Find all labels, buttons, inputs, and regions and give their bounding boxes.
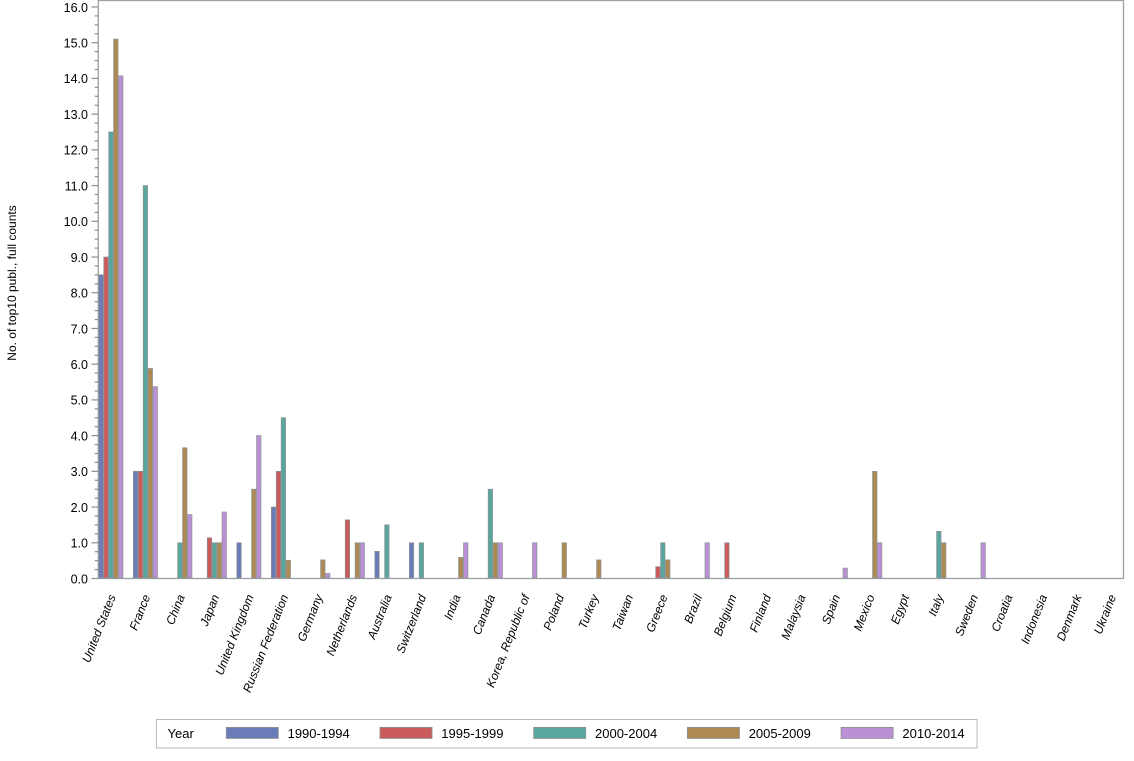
svg-text:1990-1994: 1990-1994	[288, 726, 350, 741]
svg-text:16.0: 16.0	[64, 1, 88, 15]
svg-text:2000-2004: 2000-2004	[595, 726, 657, 741]
svg-text:6.0: 6.0	[71, 358, 88, 372]
svg-text:14.0: 14.0	[64, 72, 88, 86]
svg-text:7.0: 7.0	[71, 322, 88, 336]
svg-text:0.0: 0.0	[71, 572, 88, 586]
svg-text:4.0: 4.0	[71, 429, 88, 443]
svg-text:3.0: 3.0	[71, 465, 88, 479]
svg-text:2010-2014: 2010-2014	[902, 726, 964, 741]
svg-text:9.0: 9.0	[71, 251, 88, 265]
svg-text:1995-1999: 1995-1999	[441, 726, 503, 741]
svg-text:13.0: 13.0	[64, 108, 88, 122]
svg-text:10.0: 10.0	[64, 215, 88, 229]
svg-text:2.0: 2.0	[71, 501, 88, 515]
svg-text:12.0: 12.0	[64, 144, 88, 158]
svg-text:1.0: 1.0	[71, 537, 88, 551]
svg-text:2005-2009: 2005-2009	[749, 726, 811, 741]
svg-text:Year: Year	[168, 726, 195, 741]
svg-text:8.0: 8.0	[71, 287, 88, 301]
svg-text:5.0: 5.0	[71, 394, 88, 408]
svg-text:15.0: 15.0	[64, 37, 88, 51]
svg-text:No. of top10 publ., full count: No. of top10 publ., full counts	[5, 205, 19, 360]
svg-text:11.0: 11.0	[65, 179, 88, 193]
